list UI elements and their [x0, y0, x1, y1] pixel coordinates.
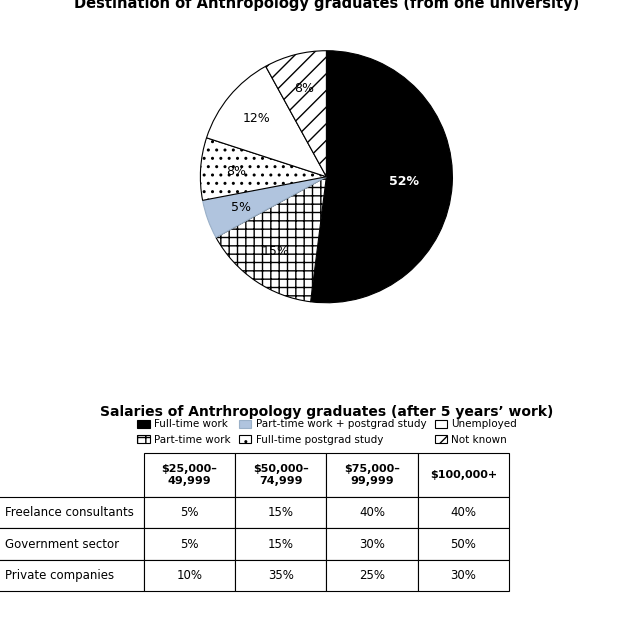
Wedge shape: [266, 51, 326, 177]
Text: 15%: 15%: [262, 245, 289, 259]
Wedge shape: [310, 51, 452, 303]
Text: 5%: 5%: [231, 201, 251, 214]
Text: 12%: 12%: [243, 113, 270, 125]
Wedge shape: [207, 67, 326, 177]
Title: Salaries of Antrhropology graduates (after 5 years’ work): Salaries of Antrhropology graduates (aft…: [100, 404, 553, 419]
Text: 8%: 8%: [294, 83, 314, 95]
Title: Destination of Anthropology graduates (from one university): Destination of Anthropology graduates (f…: [74, 0, 579, 11]
Legend: Full-time work, Part-time work, Part-time work + postgrad study, Full-time postg: Full-time work, Part-time work, Part-tim…: [133, 415, 521, 449]
Text: 8%: 8%: [226, 164, 246, 177]
Wedge shape: [200, 138, 326, 200]
Wedge shape: [203, 177, 326, 237]
Text: 52%: 52%: [389, 175, 419, 188]
Wedge shape: [216, 177, 326, 302]
